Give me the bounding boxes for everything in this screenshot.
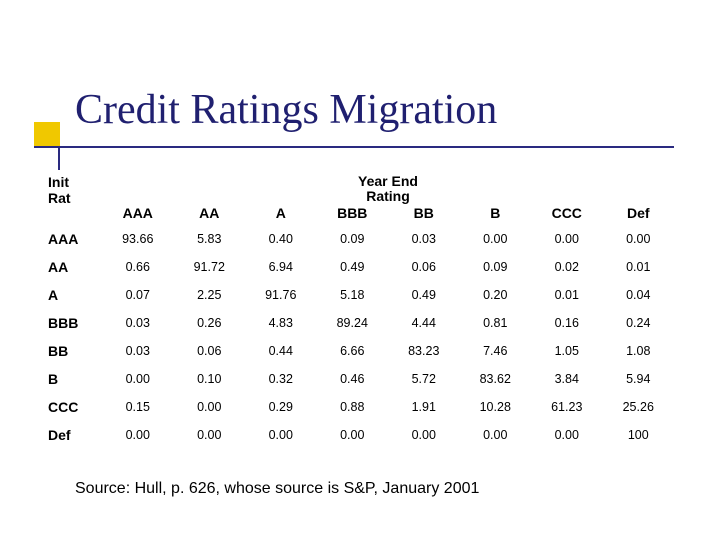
cell: 0.00 [531, 225, 603, 253]
cell: 0.00 [102, 365, 174, 393]
cell: 0.44 [245, 337, 317, 365]
slide-title: Credit Ratings Migration [75, 86, 497, 134]
table-row: BB0.030.060.446.6683.237.461.051.08 [46, 337, 674, 365]
cell: 0.49 [388, 281, 460, 309]
cell: 0.40 [245, 225, 317, 253]
table-row: AA0.6691.726.940.490.060.090.020.01 [46, 253, 674, 281]
cell: 0.00 [460, 225, 532, 253]
cell: 0.09 [317, 225, 389, 253]
row-label: B [46, 365, 102, 393]
cell: 5.94 [603, 365, 675, 393]
cell: 1.08 [603, 337, 675, 365]
row-label: Def [46, 421, 102, 449]
column-header: CCC [531, 205, 603, 225]
cell: 0.32 [245, 365, 317, 393]
cell: 0.66 [102, 253, 174, 281]
cell: 0.00 [174, 393, 246, 421]
accent-square [34, 122, 60, 148]
cell: 0.88 [317, 393, 389, 421]
cell: 0.00 [388, 421, 460, 449]
cell: 25.26 [603, 393, 675, 421]
cell: 0.24 [603, 309, 675, 337]
cell: 7.46 [460, 337, 532, 365]
source-citation: Source: Hull, p. 626, whose source is S&… [75, 480, 479, 498]
row-label: BBB [46, 309, 102, 337]
row-label: A [46, 281, 102, 309]
accent-rule-horizontal [34, 146, 674, 148]
cell: 83.62 [460, 365, 532, 393]
column-header: AA [174, 205, 246, 225]
cell: 0.02 [531, 253, 603, 281]
cell: 1.05 [531, 337, 603, 365]
cell: 0.16 [531, 309, 603, 337]
cell: 0.00 [460, 421, 532, 449]
cell: 93.66 [102, 225, 174, 253]
table-row: B0.000.100.320.465.7283.623.845.94 [46, 365, 674, 393]
cell: 61.23 [531, 393, 603, 421]
cell: 0.15 [102, 393, 174, 421]
cell: 1.91 [388, 393, 460, 421]
row-label: BB [46, 337, 102, 365]
table-row: A0.072.2591.765.180.490.200.010.04 [46, 281, 674, 309]
column-header: Def [603, 205, 675, 225]
table-row: AAA93.665.830.400.090.030.000.000.00 [46, 225, 674, 253]
cell: 0.20 [460, 281, 532, 309]
column-header: AAA [102, 205, 174, 225]
cell: 100 [603, 421, 675, 449]
column-header: BB [388, 205, 460, 225]
row-label: CCC [46, 393, 102, 421]
cell: 0.03 [388, 225, 460, 253]
cell: 5.72 [388, 365, 460, 393]
column-header: BBB [317, 205, 389, 225]
cell: 0.46 [317, 365, 389, 393]
cell: 91.76 [245, 281, 317, 309]
column-header: B [460, 205, 532, 225]
cell: 0.00 [317, 421, 389, 449]
cell: 3.84 [531, 365, 603, 393]
cell: 0.06 [174, 337, 246, 365]
cell: 4.44 [388, 309, 460, 337]
cell: 0.03 [102, 337, 174, 365]
row-label: AAA [46, 225, 102, 253]
cell: 0.81 [460, 309, 532, 337]
cell: 83.23 [388, 337, 460, 365]
column-super-header: Year End Rating [102, 170, 674, 205]
cell: 0.26 [174, 309, 246, 337]
migration-table: Init Rat Year End Rating AAAAAABBBBBBCCC… [46, 170, 674, 449]
cell: 0.01 [531, 281, 603, 309]
cell: 0.49 [317, 253, 389, 281]
cell: 0.09 [460, 253, 532, 281]
table-row: Def0.000.000.000.000.000.000.00100 [46, 421, 674, 449]
row-label: AA [46, 253, 102, 281]
accent-rule-vertical [58, 146, 60, 170]
cell: 0.07 [102, 281, 174, 309]
cell: 0.01 [603, 253, 675, 281]
cell: 10.28 [460, 393, 532, 421]
cell: 0.00 [102, 421, 174, 449]
cell: 91.72 [174, 253, 246, 281]
table-row: CCC0.150.000.290.881.9110.2861.2325.26 [46, 393, 674, 421]
cell: 5.18 [317, 281, 389, 309]
cell: 0.29 [245, 393, 317, 421]
cell: 0.04 [603, 281, 675, 309]
cell: 6.66 [317, 337, 389, 365]
cell: 0.06 [388, 253, 460, 281]
table-row: BBB0.030.264.8389.244.440.810.160.24 [46, 309, 674, 337]
cell: 89.24 [317, 309, 389, 337]
column-header: A [245, 205, 317, 225]
cell: 0.03 [102, 309, 174, 337]
cell: 5.83 [174, 225, 246, 253]
cell: 0.00 [531, 421, 603, 449]
cell: 2.25 [174, 281, 246, 309]
cell: 4.83 [245, 309, 317, 337]
cell: 0.00 [245, 421, 317, 449]
cell: 0.00 [174, 421, 246, 449]
cell: 0.10 [174, 365, 246, 393]
cell: 6.94 [245, 253, 317, 281]
cell: 0.00 [603, 225, 675, 253]
row-axis-label: Init Rat [46, 170, 102, 225]
